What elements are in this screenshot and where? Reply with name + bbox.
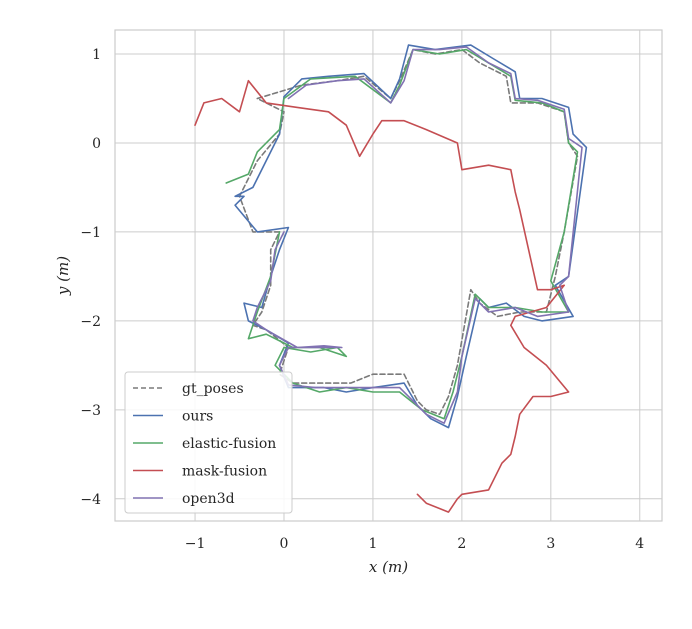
x-tick-label: 4 <box>635 536 644 552</box>
x-axis-label: x (m) <box>369 558 408 576</box>
legend-entry: gt_poses <box>182 381 244 397</box>
y-tick-labels: 1 0 −1 −2 −3 −4 <box>80 47 101 508</box>
y-tick-label: −3 <box>80 403 101 419</box>
y-tick-label: −2 <box>80 314 101 330</box>
legend-entry: ours <box>182 409 213 425</box>
legend-box <box>124 371 293 514</box>
legend-entry: mask-fusion <box>182 464 267 480</box>
plot-frame <box>114 29 663 522</box>
x-tick-label: −1 <box>185 536 206 552</box>
y-tick-label: 0 <box>92 136 101 152</box>
series-layer <box>194 44 588 513</box>
series-line-ours <box>234 44 588 429</box>
series-line-open3d <box>252 46 583 424</box>
x-tick-label: 2 <box>457 536 466 552</box>
x-tick-label: 0 <box>280 536 289 552</box>
x-tick-label: 1 <box>368 536 377 552</box>
y-tick-label: −4 <box>80 492 101 508</box>
x-tick-label: 3 <box>546 536 555 552</box>
x-tick-labels: −1 0 1 2 3 4 <box>185 536 645 552</box>
series-line-mask-fusion <box>194 79 570 513</box>
y-tick-label: −1 <box>80 225 101 241</box>
legend-entry: elastic-fusion <box>182 436 276 452</box>
legend-entry: open3d <box>182 491 235 507</box>
y-tick-label: 1 <box>92 47 101 63</box>
y-axis-label: y (m) <box>54 256 72 296</box>
